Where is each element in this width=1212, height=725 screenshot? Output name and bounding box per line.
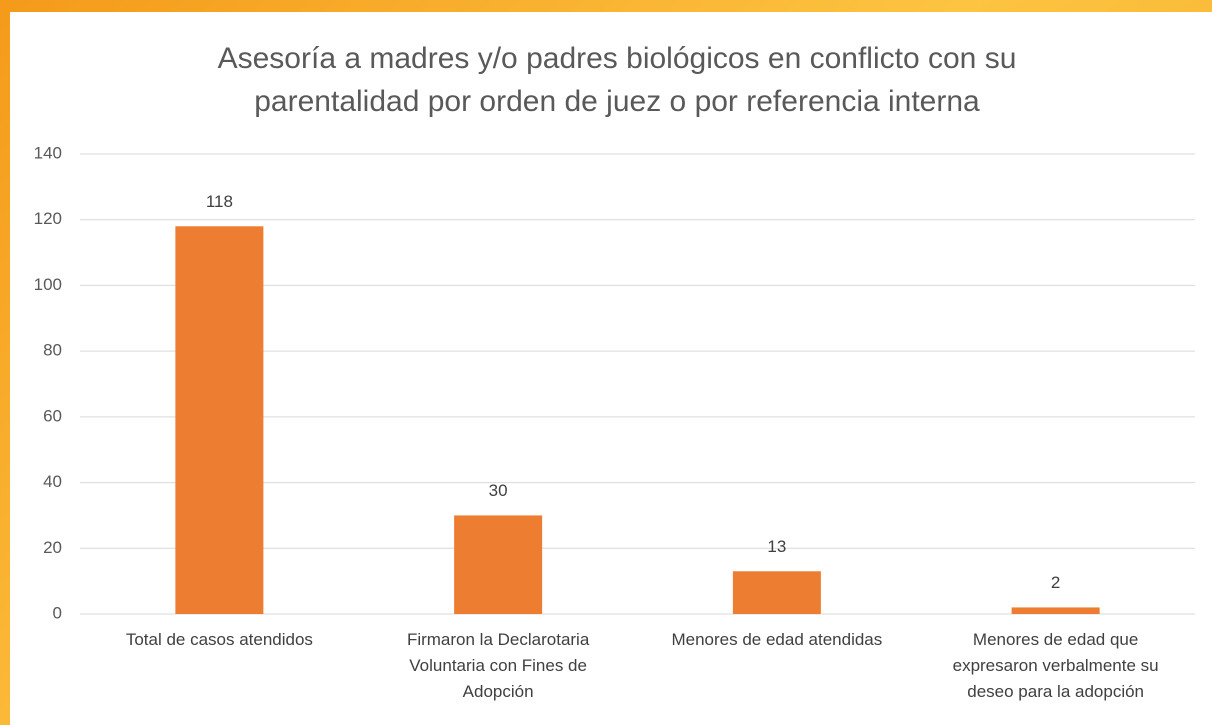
x-tick-label: Menores de edad atendidas [671,630,882,649]
bar [454,515,543,614]
y-tick-label: 0 [53,603,62,622]
y-tick-label: 120 [34,209,62,228]
chart-title: Asesoría a madres y/o padres biológicos … [218,42,1017,118]
y-tick-label: 100 [34,275,62,294]
x-tick-label: Firmaron la Declarotaria Voluntaria con F… [407,630,590,701]
y-tick-label: 60 [43,406,62,425]
x-tick-label: Menores de edad que expresaron verbalment… [953,630,1159,701]
x-tick-label: Total de casos atendidos [126,630,313,649]
y-tick-label: 140 [34,143,62,162]
data-label: 30 [489,481,508,500]
bar [732,571,821,614]
y-tick-label: 40 [43,472,62,491]
bar [1011,607,1100,614]
bar [175,226,264,615]
data-label: 118 [206,192,233,211]
y-tick-label: 20 [43,538,62,557]
data-label: 13 [767,537,786,556]
y-tick-label: 80 [43,341,62,360]
data-label: 2 [1051,573,1060,592]
